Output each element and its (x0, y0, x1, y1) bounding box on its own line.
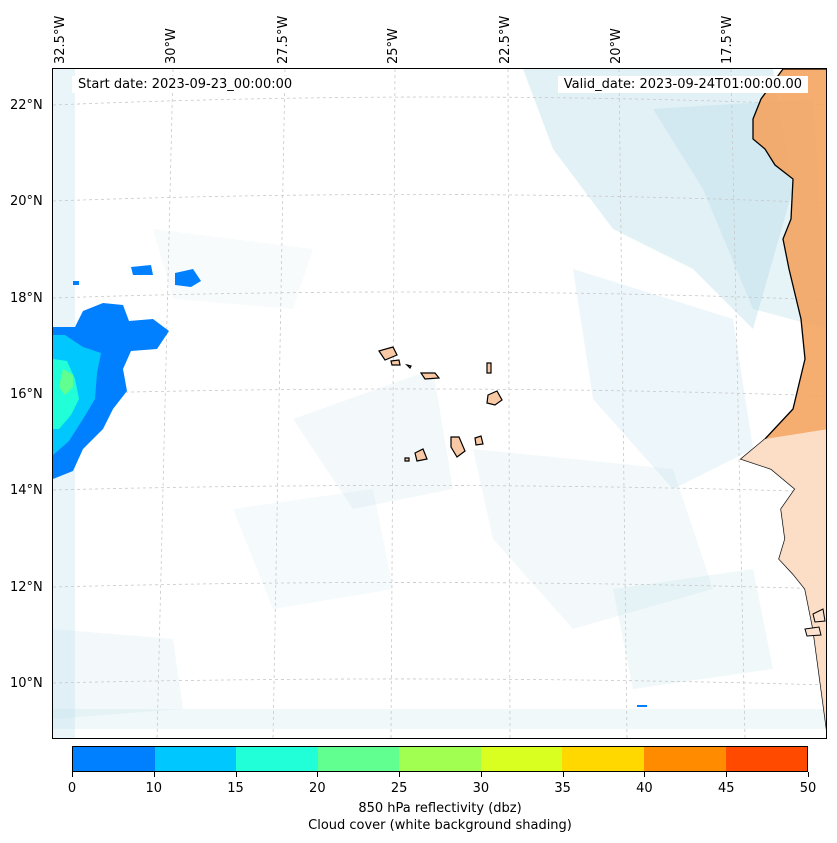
colorbar-tick-label: 40 (636, 781, 653, 796)
lat-label-10n: 10°N (10, 676, 43, 691)
map-panel (52, 68, 827, 739)
cape-verde-islands (378, 346, 503, 462)
lat-label-12n: 12°N (10, 580, 43, 595)
colorbar-segment (73, 747, 155, 771)
lon-label-27-5w: 27.5°W (276, 15, 291, 64)
lon-label-22-5w: 22.5°W (498, 15, 513, 64)
lon-label-32-5w: 32.5°W (53, 15, 68, 64)
coast-islands-south (804, 608, 826, 637)
cloud-cover-shading (53, 69, 826, 738)
colorbar-tick (72, 772, 73, 777)
colorbar-tick (808, 772, 809, 777)
lat-label-18n: 18°N (10, 291, 43, 306)
map-canvas (53, 69, 826, 738)
colorbar (72, 746, 808, 772)
colorbar-tick-label: 10 (145, 781, 163, 796)
reflectivity-field (53, 265, 647, 707)
colorbar-label-cloud-cover: Cloud cover (white background shading) (308, 818, 572, 833)
colorbar-tick (399, 772, 401, 777)
colorbar-tick-label: 15 (227, 781, 244, 796)
colorbar-segment (725, 747, 808, 771)
colorbar-tick-label: 30 (472, 781, 490, 796)
colorbar-segment (317, 747, 400, 771)
africa-land-south-fade (741, 429, 826, 726)
colorbar-tick-label: 50 (799, 781, 817, 796)
colorbar-segment (236, 747, 318, 771)
lat-label-14n: 14°N (10, 483, 43, 498)
colorbar-tick-label: 0 (67, 781, 77, 796)
colorbar-tick (317, 772, 319, 777)
lon-label-20w: 20°W (609, 28, 624, 64)
colorbar-segment (399, 747, 481, 771)
lon-label-30w: 30°W (164, 28, 179, 64)
colorbar-segment (154, 747, 237, 771)
colorbar-tick (644, 772, 646, 777)
lat-label-16n: 16°N (10, 387, 43, 402)
colorbar-tick-label: 20 (309, 781, 326, 796)
start-date-label: Start date: 2023-09-23_00:00:00 (72, 76, 299, 93)
colorbar-tick-label: 35 (554, 781, 571, 796)
valid-date-label: Valid_date: 2023-09-24T01:00:00.00 (557, 76, 808, 93)
lon-label-25w: 25°W (386, 28, 401, 64)
colorbar-segment (562, 747, 644, 771)
colorbar-tick-label: 45 (717, 781, 735, 796)
colorbar-tick (726, 772, 728, 777)
colorbar-segment (480, 747, 563, 771)
colorbar-label-reflectivity: 850 hPa reflectivity (dbz) (358, 801, 522, 816)
colorbar-tick-label: 25 (390, 781, 408, 796)
lat-label-20n: 20°N (10, 194, 43, 209)
colorbar-tick (480, 772, 482, 777)
colorbar-tick (153, 772, 155, 777)
colorbar-tick (562, 772, 564, 777)
graticule (53, 69, 826, 738)
colorbar-segment (643, 747, 726, 771)
lon-label-17-5w: 17.5°W (720, 15, 735, 64)
colorbar-tick (235, 772, 237, 777)
lat-label-22n: 22°N (10, 98, 43, 113)
